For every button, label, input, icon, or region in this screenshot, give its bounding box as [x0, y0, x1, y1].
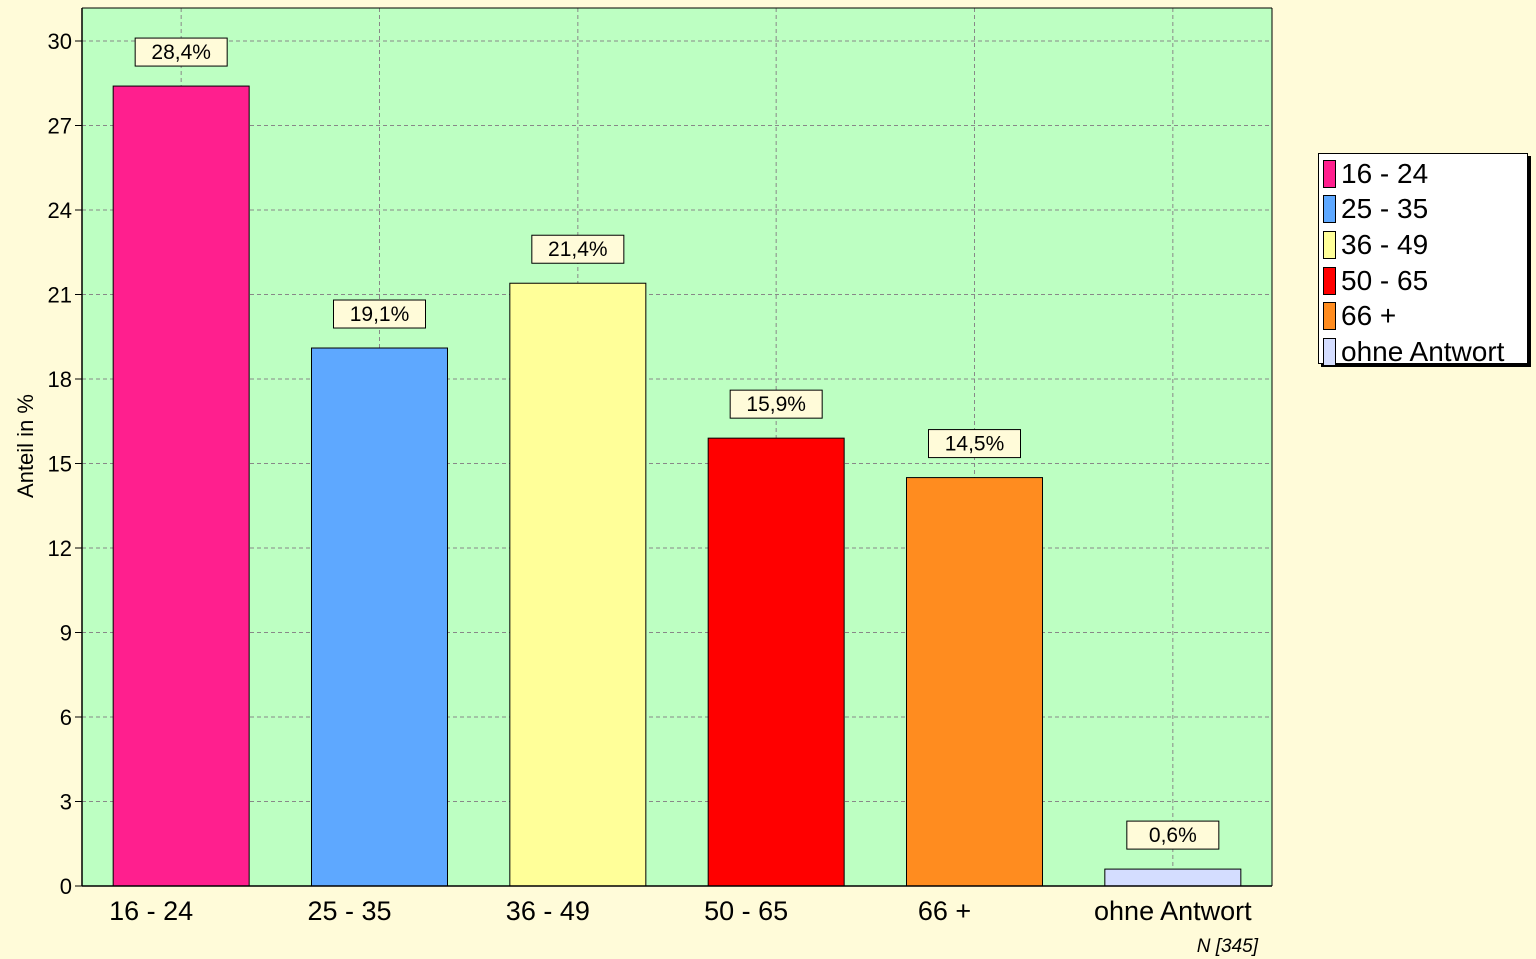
data-label: 15,9% [746, 393, 806, 416]
y-tick-label: 12 [48, 536, 72, 561]
legend-swatch [1323, 266, 1336, 295]
legend-swatch [1323, 337, 1336, 366]
legend-label: 66 + [1341, 300, 1397, 332]
data-label: 21,4% [548, 238, 608, 261]
x-tick-label: 16 - 24 [109, 896, 193, 926]
x-tick-label: 50 - 65 [704, 896, 788, 926]
x-tick-label: 36 - 49 [506, 896, 590, 926]
legend-label: ohne Antwort [1341, 335, 1505, 367]
legend-item: 16 - 24 [1323, 156, 1527, 192]
x-tick-label: 66 + [918, 896, 971, 926]
data-label: 14,5% [945, 433, 1005, 456]
data-label-box [1126, 820, 1220, 850]
data-label: 19,1% [350, 303, 410, 326]
legend-label: 36 - 49 [1341, 228, 1429, 260]
y-tick-label: 30 [48, 29, 72, 54]
data-label-box [333, 299, 426, 329]
bar [509, 282, 647, 887]
legend-item: 66 + [1323, 298, 1527, 334]
legend-item: 25 - 35 [1323, 192, 1527, 228]
legend-swatch [1323, 195, 1336, 224]
y-tick-label: 21 [48, 283, 72, 308]
y-tick-label: 6 [60, 705, 72, 730]
y-tick-label: 27 [48, 114, 72, 139]
data-label-box [928, 429, 1021, 459]
bar [906, 477, 1043, 887]
bar [1104, 868, 1242, 887]
legend-label: 50 - 65 [1341, 264, 1429, 296]
chart-legend: 16 - 24 25 - 35 36 - 49 50 - 65 66 + ohne Ant… [1318, 153, 1528, 366]
data-label: 0,6% [1149, 824, 1197, 847]
x-tick-label: 25 - 35 [307, 896, 391, 926]
sample-size-note: N [345] [1197, 936, 1259, 957]
data-label: 28,4% [151, 41, 211, 64]
legend-label: 16 - 24 [1341, 157, 1429, 189]
legend-swatch [1323, 159, 1336, 188]
plot-area [82, 8, 1272, 886]
y-tick-label: 9 [60, 621, 72, 646]
legend-item: 36 - 49 [1323, 227, 1527, 263]
y-tick-label: 24 [48, 198, 72, 223]
bar [311, 347, 448, 887]
x-tick-label: ohne Antwort [1094, 896, 1252, 926]
data-label-box [134, 37, 228, 67]
y-tick-label: 18 [48, 367, 72, 392]
data-label-box [531, 234, 625, 264]
legend-item: ohne Antwort [1323, 334, 1527, 370]
bar [707, 437, 845, 887]
y-axis-label: Anteil in % [13, 394, 38, 498]
data-label-box [729, 389, 823, 419]
legend-label: 25 - 35 [1341, 193, 1429, 225]
y-tick-label: 15 [48, 452, 72, 477]
y-tick-label: 3 [60, 790, 72, 815]
bar [112, 85, 250, 887]
legend-swatch [1323, 302, 1336, 331]
legend-swatch [1323, 230, 1336, 259]
legend-item: 50 - 65 [1323, 263, 1527, 299]
y-tick-label: 0 [60, 874, 72, 899]
